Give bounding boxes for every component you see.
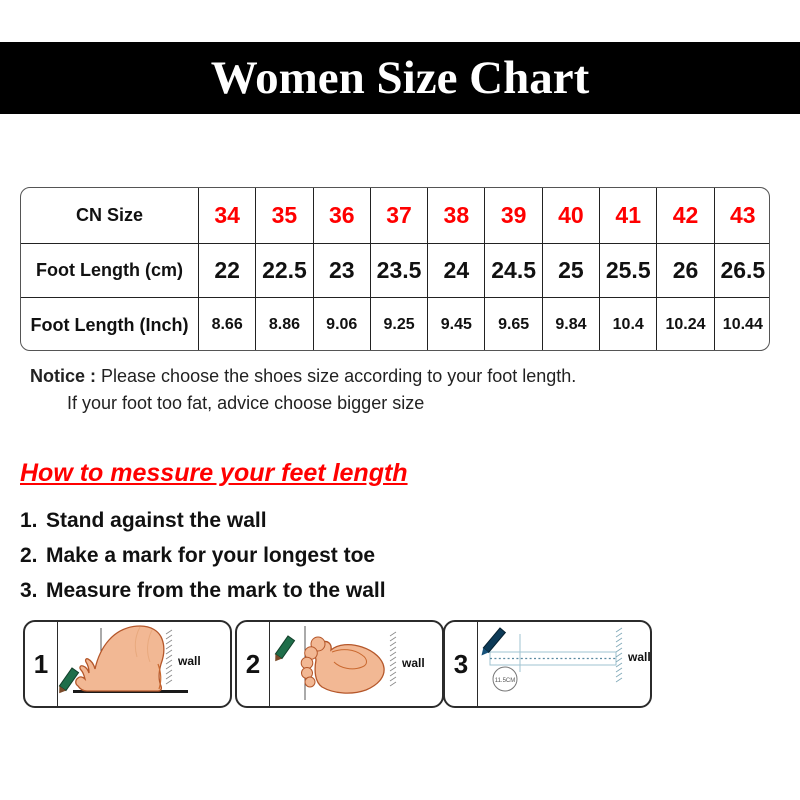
- svg-text:11.5CM: 11.5CM: [495, 678, 516, 684]
